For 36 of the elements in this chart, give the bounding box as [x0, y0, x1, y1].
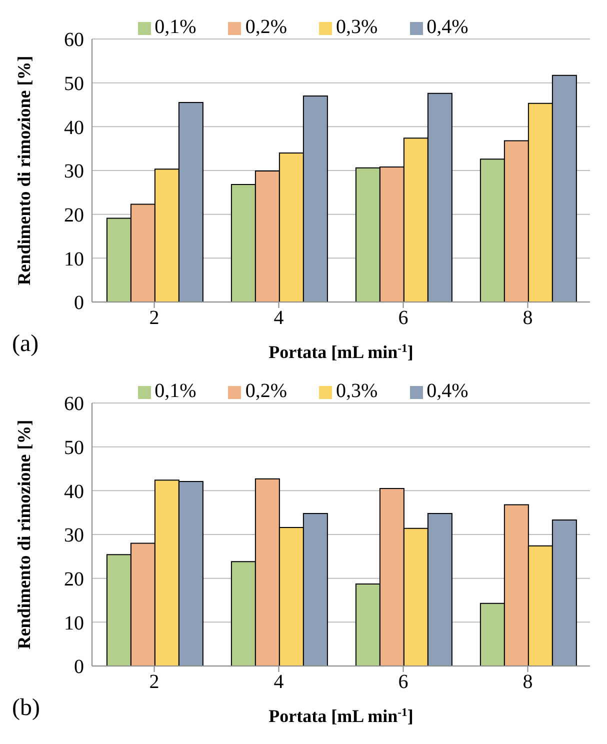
y-tick-label: 20 — [64, 204, 84, 226]
x-tick-label: 4 — [274, 671, 284, 694]
x-tick-label: 8 — [522, 671, 533, 694]
x-tick-label: 4 — [274, 307, 284, 330]
y-tick-label: 50 — [64, 72, 84, 95]
y-tick-label: 0 — [74, 656, 84, 678]
y-tick-label: 30 — [64, 524, 84, 547]
x-tick-label: 8 — [522, 307, 533, 330]
x-tick-label: 6 — [398, 671, 408, 694]
y-tick-label: 30 — [64, 160, 84, 183]
legend-label: 0,1% — [154, 380, 196, 402]
y-tick-label: 50 — [64, 436, 84, 459]
x-axis-title: Portata [mL min$^{-1}$] — [268, 706, 414, 726]
y-axis-title: Rendimento di rimozione [%] — [14, 420, 34, 650]
y-tick-label: 40 — [64, 116, 84, 139]
text: (b) — [12, 695, 40, 722]
x-tick-label: 2 — [149, 671, 160, 694]
legend-label: 0,2% — [245, 16, 287, 38]
legend-label: 0,4% — [426, 380, 468, 402]
x-tick-label: 2 — [149, 307, 160, 330]
y-tick-label: 60 — [64, 29, 84, 52]
y-tick-label: 60 — [64, 393, 84, 416]
x-axis-title: Portata [mL min$^{-1}$] — [268, 342, 414, 362]
legend-label: 0,3% — [336, 380, 378, 402]
text: (a) — [12, 331, 39, 358]
y-tick-label: 0 — [74, 292, 84, 314]
y-tick-label: 40 — [64, 480, 84, 503]
y-tick-label: 10 — [64, 248, 84, 270]
y-axis-title: Rendimento di rimozione [%] — [14, 56, 34, 286]
legend-label: 0,1% — [154, 16, 196, 38]
legend-label: 0,3% — [336, 16, 378, 38]
legend-label: 0,4% — [426, 16, 468, 38]
y-tick-label: 20 — [64, 568, 84, 590]
y-tick-label: 10 — [64, 612, 84, 634]
x-tick-label: 6 — [398, 307, 408, 330]
legend-label: 0,2% — [245, 380, 287, 402]
